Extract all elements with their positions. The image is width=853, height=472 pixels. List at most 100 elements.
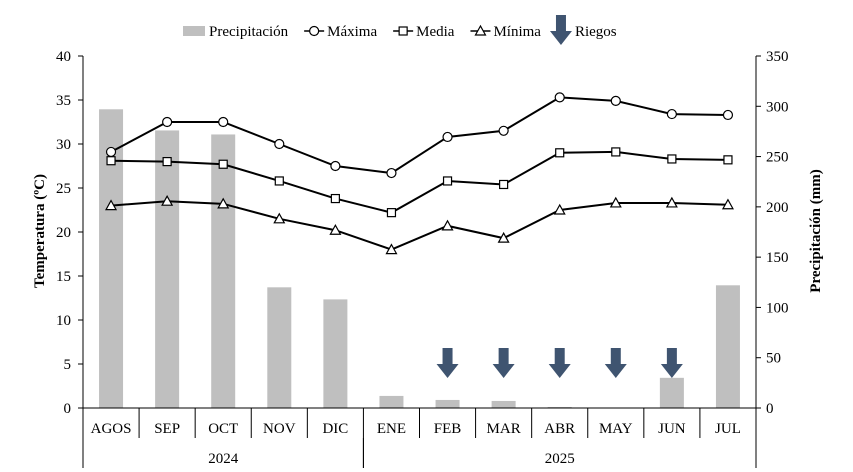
triangle-marker (273, 212, 286, 224)
y-tick-label: 30 (56, 137, 71, 153)
y-axis-title: Temperatura (ºC) (32, 174, 48, 288)
x-tick-label: JUN (658, 421, 686, 437)
year-label: 2025 (545, 451, 575, 467)
legend-label: Riegos (575, 24, 617, 40)
y-tick-label: 20 (56, 225, 71, 241)
y2-tick-label: 150 (766, 250, 789, 266)
triangle-marker (105, 199, 118, 211)
x-tick-label: MAY (599, 421, 633, 437)
triangle-marker (665, 196, 678, 208)
triangle-marker (721, 198, 734, 210)
square-marker (162, 157, 172, 167)
precipitation-bar (267, 287, 292, 408)
square-marker (611, 147, 621, 157)
circle-marker (218, 116, 229, 128)
precipitation-bar (379, 395, 404, 408)
precipitation-bar (547, 406, 572, 408)
line-media (111, 150, 728, 214)
precipitation-bar (323, 299, 348, 408)
circle-marker (330, 160, 341, 172)
precipitation-bars (99, 109, 740, 408)
triangle-marker (161, 194, 174, 206)
circle-marker (442, 131, 453, 143)
circle-marker (722, 109, 734, 121)
precipitation-bar (155, 130, 180, 408)
y-tick-label: 5 (64, 357, 72, 373)
x-tick-label: DIC (322, 421, 348, 437)
square-marker (499, 179, 509, 190)
line-máxima (110, 96, 728, 175)
riego-arrow (660, 348, 683, 378)
line-mínima (110, 200, 728, 251)
x-tick-label: MAR (487, 421, 521, 437)
precipitation-bar (491, 400, 516, 408)
square-marker (218, 159, 228, 169)
axes: 0510152025303540050100150200250300350AGO… (56, 49, 789, 468)
triangle-marker (609, 196, 622, 208)
y2-axis-title: Precipitación (mm) (808, 169, 824, 292)
y2-tick-label: 50 (766, 351, 781, 367)
x-tick-label: ENE (377, 421, 406, 437)
riego-arrow (436, 348, 459, 378)
triangle-marker (329, 224, 342, 235)
y-tick-label: 10 (56, 313, 71, 329)
legend: Precipitación Máxima Media Mínima Riegos (183, 15, 617, 45)
square-marker (106, 156, 116, 166)
square-marker (723, 155, 733, 165)
triangle-marker (441, 219, 454, 231)
square-marker (398, 26, 408, 36)
y-tick-label: 15 (56, 269, 71, 285)
precipitation-bar (435, 399, 460, 408)
x-tick-label: OCT (208, 421, 238, 437)
riego-arrow (548, 348, 571, 378)
precipitation-bar (211, 134, 236, 408)
riegos-arrows (436, 348, 683, 378)
triangle-marker (553, 203, 566, 215)
legend-swatch-precipitation (183, 26, 205, 36)
triangle-marker (474, 24, 487, 36)
year-label: 2024 (208, 451, 239, 467)
circle-marker (309, 25, 320, 37)
y2-tick-label: 0 (766, 401, 774, 417)
x-tick-label: AGOS (91, 421, 132, 437)
square-marker (330, 193, 340, 204)
triangle-marker (497, 231, 510, 243)
circle-marker (666, 108, 677, 120)
precipitation-bar (715, 285, 740, 408)
riego-arrow (492, 348, 515, 378)
riego-arrow (604, 348, 627, 378)
circle-marker (162, 116, 173, 128)
y2-tick-label: 300 (766, 99, 789, 115)
circle-marker (105, 146, 117, 158)
square-marker (386, 208, 397, 218)
x-tick-label: ABR (544, 421, 575, 437)
legend-label: Máxima (327, 24, 377, 40)
square-marker (667, 154, 677, 164)
circle-marker (554, 92, 565, 103)
legend-label: Precipitación (209, 24, 289, 40)
circle-marker (610, 95, 621, 106)
square-marker (555, 148, 565, 158)
circle-marker (386, 167, 397, 179)
precipitation-bar (659, 377, 684, 408)
x-tick-label: SEP (154, 421, 180, 437)
y2-tick-label: 200 (766, 200, 789, 216)
circle-marker (498, 125, 509, 136)
y2-tick-label: 100 (766, 300, 789, 316)
x-tick-label: FEB (434, 421, 462, 437)
triangle-marker (217, 197, 230, 209)
y-tick-label: 35 (56, 93, 71, 109)
y-tick-label: 40 (56, 49, 71, 65)
triangle-marker (385, 243, 398, 255)
circle-marker (274, 138, 285, 150)
y2-tick-label: 350 (766, 49, 789, 65)
square-marker (442, 176, 453, 186)
legend-label: Media (416, 24, 455, 40)
legend-label: Mínima (493, 24, 541, 40)
y2-tick-label: 250 (766, 150, 789, 166)
y-tick-label: 25 (56, 181, 71, 197)
temperature-lines (105, 92, 734, 255)
square-marker (274, 176, 284, 186)
x-tick-label: NOV (263, 421, 296, 437)
